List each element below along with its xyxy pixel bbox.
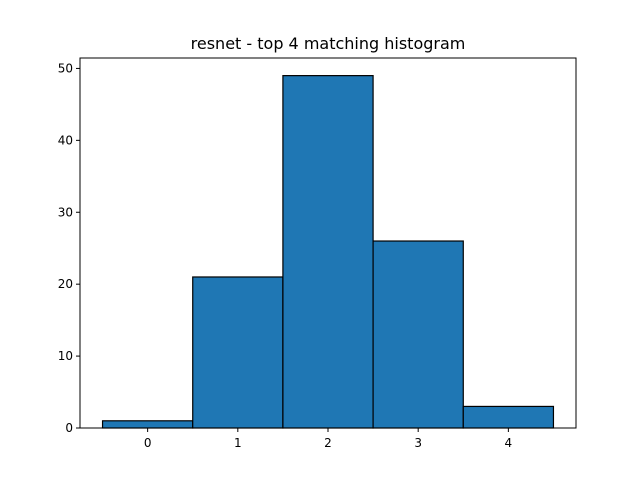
bars-group <box>101 75 555 429</box>
y-tick-label: 0 <box>65 421 73 435</box>
x-tick-label: 4 <box>505 436 513 450</box>
y-tick-label: 20 <box>58 277 73 291</box>
x-tick-label: 0 <box>144 436 152 450</box>
y-axis: 0 10 20 30 40 50 <box>58 61 80 435</box>
chart-title: resnet - top 4 matching histogram <box>191 34 466 53</box>
bar-0 <box>101 420 194 429</box>
y-tick-label: 50 <box>58 61 73 75</box>
bar-2 <box>282 75 374 429</box>
x-tick-label: 3 <box>414 436 422 450</box>
y-tick-label: 30 <box>58 205 73 219</box>
bar-4 <box>462 405 555 429</box>
x-tick-label: 1 <box>234 436 242 450</box>
x-tick-label: 2 <box>324 436 332 450</box>
bar-1 <box>192 276 284 429</box>
y-tick-label: 10 <box>58 349 73 363</box>
bar-3 <box>372 240 464 429</box>
x-axis: 0 1 2 3 4 <box>144 428 512 450</box>
y-tick-label: 40 <box>58 133 73 147</box>
